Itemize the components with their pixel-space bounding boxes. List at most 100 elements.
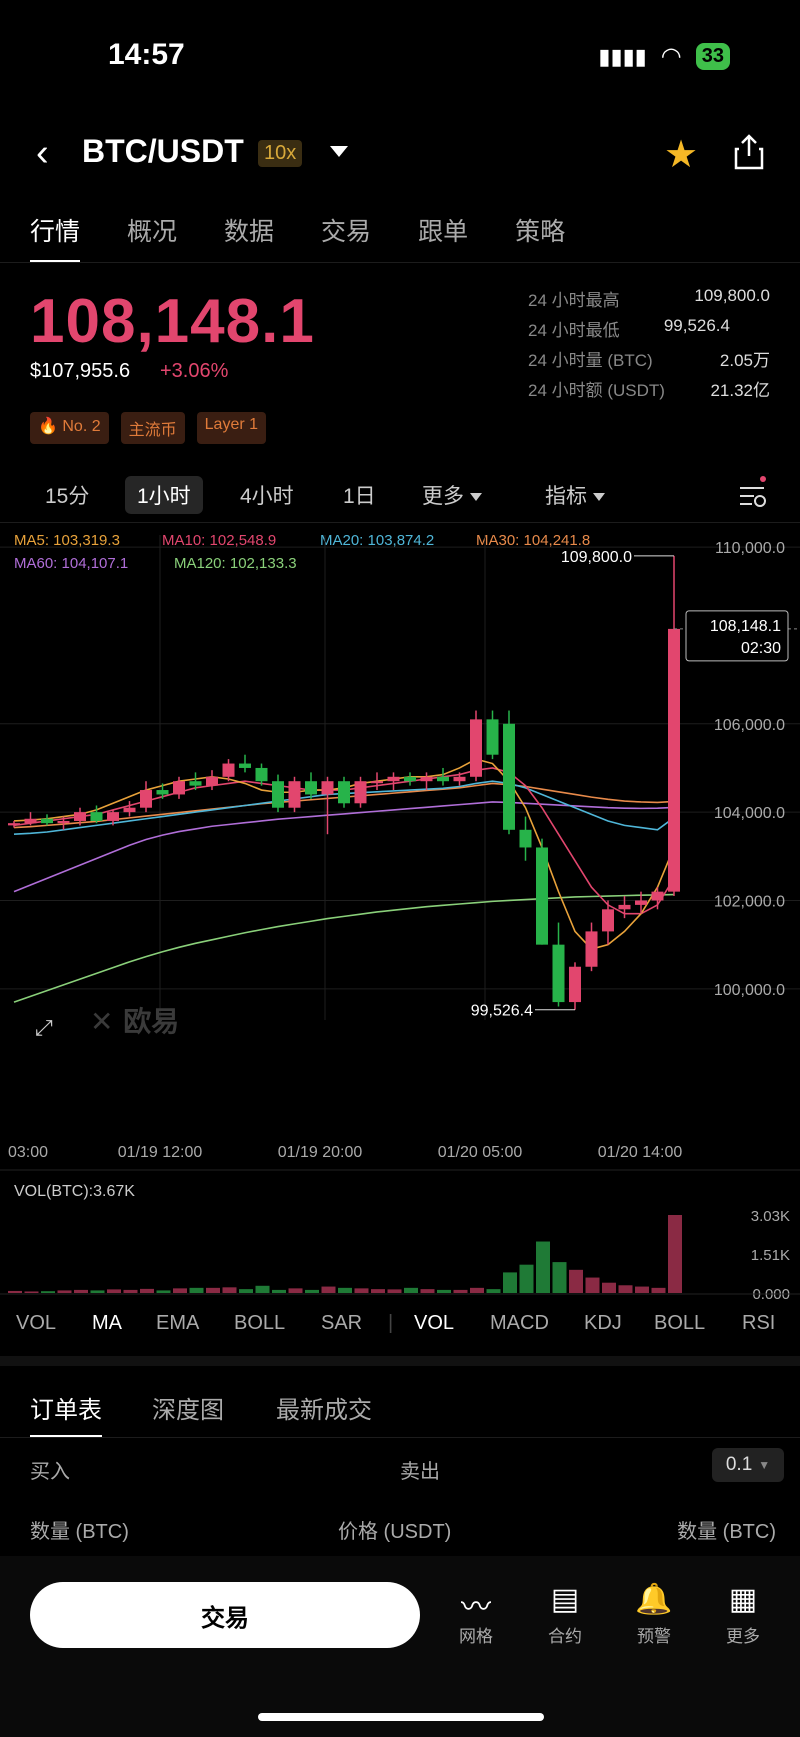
candle-body (519, 829, 532, 848)
y-tick-label: 100,000.0 (714, 982, 785, 999)
tab-strategy[interactable]: 策略 (515, 218, 566, 246)
x-tick-label: 03:00 (8, 1144, 48, 1161)
chart-settings-icon[interactable] (738, 476, 768, 510)
alert-button[interactable]: 🔔 预警 (619, 1582, 689, 1647)
ind-ma[interactable]: MA (92, 1312, 122, 1334)
timeframe-1d[interactable]: 1日 (343, 485, 376, 508)
x-tick-label: 01/19 12:00 (118, 1144, 203, 1161)
volume-label: VOL(BTC):3.67K (14, 1183, 135, 1200)
ind-boll[interactable]: BOLL (234, 1312, 286, 1334)
more-label: 更多 (422, 485, 464, 508)
tab-trades[interactable]: 最新成交 (276, 1397, 372, 1424)
timeframe-15m[interactable]: 15分 (45, 485, 90, 508)
volume-bar (602, 1282, 616, 1293)
x-tick-label: 01/20 14:00 (598, 1144, 683, 1161)
price-chart[interactable]: 110,000.0 106,000.0 104,000.0 102,000.0 100,… (0, 520, 800, 1300)
ind-separator: | (388, 1312, 394, 1334)
depth-step-select[interactable]: 0.1 ▼ (712, 1448, 784, 1482)
col-qty-sell: 数量 (BTC) (677, 1521, 776, 1543)
layer-badge[interactable]: Layer 1 (196, 412, 267, 444)
more-button[interactable]: ▦ 更多 (708, 1582, 778, 1647)
candle-body (24, 818, 37, 824)
stat-label-vol: 24 小时量 (BTC) (528, 351, 653, 370)
tab-data[interactable]: 数据 (224, 218, 275, 246)
volume-bar (437, 1289, 451, 1293)
fire-icon: 🔥 (38, 418, 63, 435)
tab-orderbook[interactable]: 订单表 (30, 1390, 102, 1438)
ind-vol[interactable]: VOL (16, 1312, 57, 1334)
step-value: 0.1 (725, 1454, 753, 1475)
candle-body (569, 966, 581, 1003)
more-label: 更多 (726, 1627, 760, 1646)
tab-market[interactable]: 行情 (30, 212, 81, 263)
current-price-box (685, 610, 789, 662)
candle-body (635, 900, 647, 905)
volume-bar (255, 1285, 270, 1293)
tab-copy[interactable]: 跟单 (418, 218, 469, 246)
last-price: 108,148.1 (30, 287, 315, 356)
col-qty-buy: 数量 (BTC) (30, 1521, 129, 1543)
star-icon[interactable]: ★ (664, 134, 699, 176)
ind-rsi[interactable]: RSI (742, 1312, 776, 1334)
ind-sar[interactable]: SAR (321, 1312, 363, 1334)
contract-button[interactable]: ▤ 合约 (530, 1582, 600, 1647)
ind-boll-sub[interactable]: BOLL (654, 1312, 706, 1334)
alert-label: 预警 (637, 1627, 671, 1646)
candle-body (585, 931, 598, 967)
volume-bar (57, 1290, 72, 1293)
tab-overview[interactable]: 概况 (127, 218, 178, 246)
volume-bar (107, 1289, 121, 1293)
candle-body (420, 776, 433, 782)
ind-macd[interactable]: MACD (490, 1312, 549, 1334)
candle-body (437, 776, 449, 782)
tab-trade[interactable]: 交易 (321, 218, 372, 246)
volume-bar (618, 1285, 633, 1293)
low-label: 99,526.4 (471, 1003, 533, 1020)
usd-price: $107,955.6 (30, 360, 131, 382)
ind-ema[interactable]: EMA (156, 1312, 200, 1334)
ma10-legend: MA10: 102,548.9 (162, 532, 277, 549)
divider (0, 1437, 800, 1438)
candle-body (305, 781, 317, 795)
candle-body (156, 790, 169, 795)
divider (0, 262, 800, 263)
tab-depth[interactable]: 深度图 (152, 1397, 224, 1424)
volume-bar (189, 1287, 204, 1293)
pair-title[interactable]: BTC/USDT (82, 133, 244, 169)
candle-body (668, 628, 680, 892)
volume-bar (371, 1289, 385, 1293)
candle-body (651, 891, 664, 901)
candle-body (272, 781, 284, 808)
volume-bar (74, 1289, 88, 1293)
ma30-legend: MA30: 104,241.8 (476, 532, 591, 549)
volume-tick-label: 3.03K (751, 1208, 790, 1225)
main-tabs: 行情 概况 数据 交易 跟单 策略 (0, 212, 800, 263)
ind-kdj[interactable]: KDJ (584, 1312, 622, 1334)
candle-body (354, 781, 367, 804)
stat-value-amt: 21.32亿 (710, 381, 770, 400)
timeframe-4h[interactable]: 4小时 (240, 485, 294, 508)
back-icon[interactable]: ‹ (36, 132, 49, 174)
buy-label: 买入 (30, 1461, 70, 1483)
share-icon[interactable] (734, 134, 764, 170)
category-badge[interactable]: 主流币 (120, 412, 185, 444)
volume-bar (8, 1290, 22, 1293)
candle-body (338, 781, 350, 804)
candle-body (536, 847, 548, 945)
trade-button[interactable]: 交易 (30, 1582, 420, 1648)
stat-label-low: 24 小时最低 (528, 321, 620, 340)
chevron-down-icon[interactable] (330, 146, 348, 157)
candle-body (140, 790, 152, 808)
indicator-dropdown[interactable]: 指标 (545, 480, 605, 510)
ind-vol-sub[interactable]: VOL (414, 1312, 455, 1334)
rank-badge[interactable]: 🔥 No. 2 (30, 412, 109, 444)
candle-body (404, 776, 416, 782)
ma20-legend: MA20: 103,874.2 (320, 532, 435, 549)
timeframe-1h[interactable]: 1小时 (125, 476, 203, 514)
timeframe-more[interactable]: 更多 (422, 480, 482, 510)
stat-value-high: 109,800.0 (694, 286, 770, 305)
grid-button[interactable]: 〰 网格 (441, 1582, 511, 1647)
stat-value-vol: 2.05万 (719, 351, 770, 370)
candle-body (123, 807, 136, 813)
current-price-label: 108,148.1 (710, 618, 781, 635)
